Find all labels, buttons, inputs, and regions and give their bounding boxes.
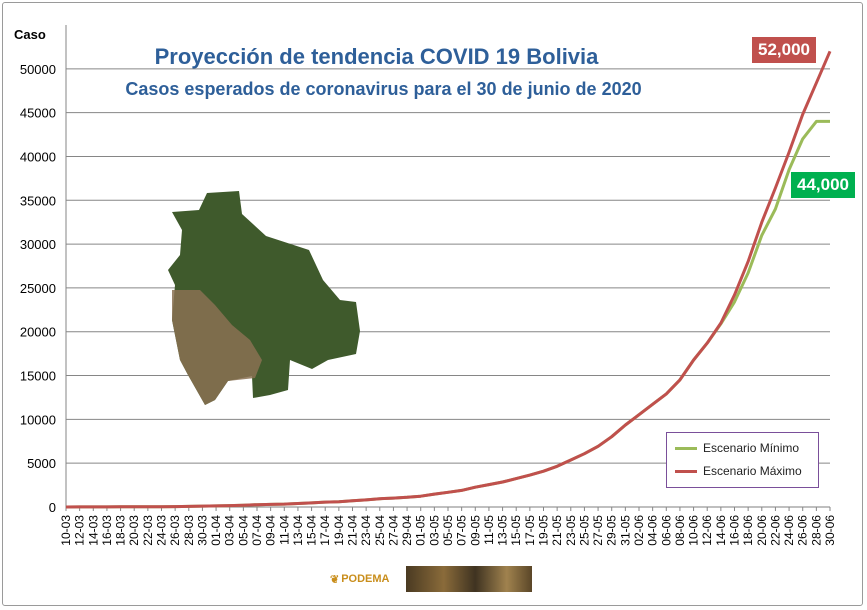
x-tick-labels: 10-03 12-03 14-03 16-03 18-03 20-03 22-03 24-03… xyxy=(59,515,837,546)
x-tick-label: 31-05 xyxy=(618,515,632,546)
y-tick-label: 15000 xyxy=(20,369,56,384)
x-tick-label: 25-05 xyxy=(577,515,591,546)
x-tick-label: 02-06 xyxy=(632,515,646,546)
x-tick-label: 07-05 xyxy=(455,515,469,546)
bolivia-altiplano-shape xyxy=(172,290,262,405)
footer-photo xyxy=(406,566,532,592)
legend-label-max: Escenario Máximo xyxy=(703,464,802,478)
x-tick-label: 26-03 xyxy=(168,515,182,546)
x-tick-label: 01-05 xyxy=(414,515,428,546)
legend-swatch-max xyxy=(675,469,697,473)
x-tick-label: 20-06 xyxy=(755,515,769,546)
x-tick-label: 24-03 xyxy=(155,515,169,546)
y-tick-label: 45000 xyxy=(20,106,56,121)
x-tick-label: 17-04 xyxy=(318,515,332,546)
x-tick-label: 10-06 xyxy=(687,515,701,546)
x-tick-label: 28-06 xyxy=(809,515,823,546)
y-tick-label: 30000 xyxy=(20,237,56,252)
x-tick-label: 27-05 xyxy=(591,515,605,546)
y-tick-label: 25000 xyxy=(20,281,56,296)
x-tick-label: 13-04 xyxy=(291,515,305,546)
max-value-badge: 52,000 xyxy=(752,37,816,63)
y-tick-label: 10000 xyxy=(20,412,56,427)
x-tick-label: 23-04 xyxy=(359,515,373,546)
series-line-max xyxy=(65,50,832,509)
x-tick-label: 19-04 xyxy=(332,515,346,546)
x-tick-label: 22-06 xyxy=(768,515,782,546)
x-tick-label: 14-06 xyxy=(714,515,728,546)
podema-leaf-icon: ❦ xyxy=(330,573,340,586)
chart-subtitle: Casos esperados de coronavirus para el 3… xyxy=(125,79,642,99)
legend: Escenario Mínimo Escenario Máximo xyxy=(666,432,819,488)
x-tick-label: 10-03 xyxy=(59,515,73,546)
x-tick-label: 05-05 xyxy=(441,515,455,546)
x-tick-label: 26-06 xyxy=(796,515,810,546)
podema-logo-text: PODEMA xyxy=(341,573,390,585)
x-tick-label: 25-04 xyxy=(373,515,387,546)
x-tick-label: 12-06 xyxy=(700,515,714,546)
y-tick-label: 5000 xyxy=(27,456,56,471)
bolivia-map-image xyxy=(168,191,360,405)
x-tick-label: 09-04 xyxy=(264,515,278,546)
grid xyxy=(65,25,831,511)
x-tick-label: 16-06 xyxy=(728,515,742,546)
x-tick-label: 23-05 xyxy=(564,515,578,546)
y-axis-label: Caso xyxy=(14,27,46,42)
x-tick-label: 30-03 xyxy=(195,515,209,546)
y-tick-label: 50000 xyxy=(20,62,56,77)
legend-item-max: Escenario Máximo xyxy=(675,464,802,478)
series-lines xyxy=(65,50,832,509)
legend-label-min: Escenario Mínimo xyxy=(703,441,800,455)
y-tick-label: 0 xyxy=(49,500,56,515)
x-tick-label: 07-04 xyxy=(250,515,264,546)
x-tick-label: 22-03 xyxy=(141,515,155,546)
x-tick-label: 21-05 xyxy=(550,515,564,546)
x-tick-label: 30-06 xyxy=(823,515,837,546)
legend-swatch-min xyxy=(675,446,697,450)
y-tick-label: 35000 xyxy=(20,193,56,208)
x-tick-label: 18-03 xyxy=(114,515,128,546)
x-tick-label: 18-06 xyxy=(741,515,755,546)
x-tick-label: 15-04 xyxy=(305,515,319,546)
x-tick-label: 14-03 xyxy=(86,515,100,546)
y-tick-labels: 0 5000 10000 15000 20000 25000 30000 35000 40000… xyxy=(20,62,56,515)
x-tick-label: 11-05 xyxy=(482,515,496,545)
x-tick-label: 29-04 xyxy=(400,515,414,546)
podema-logo: ❦ PODEMA xyxy=(330,568,402,590)
x-tick-label: 21-04 xyxy=(346,515,360,546)
x-tick-label: 06-06 xyxy=(659,515,673,546)
x-tick-label: 09-05 xyxy=(468,515,482,546)
min-value-badge: 44,000 xyxy=(791,172,855,198)
x-tick-label: 20-03 xyxy=(127,515,141,546)
y-tick-label: 40000 xyxy=(20,149,56,164)
x-tick-label: 15-05 xyxy=(509,515,523,546)
x-tick-label: 19-05 xyxy=(537,515,551,546)
x-tick-label: 12-03 xyxy=(73,515,87,546)
x-tick-label: 03-05 xyxy=(427,515,441,546)
x-tick-label: 03-04 xyxy=(223,515,237,546)
x-tick-label: 29-05 xyxy=(605,515,619,546)
x-tick-label: 16-03 xyxy=(100,515,114,546)
x-tick-label: 04-06 xyxy=(646,515,660,546)
x-tick-label: 27-04 xyxy=(386,515,400,546)
x-tick-label: 17-05 xyxy=(523,515,537,546)
x-tick-label: 08-06 xyxy=(673,515,687,546)
x-tick-label: 11-04 xyxy=(277,515,291,545)
x-tick-label: 05-04 xyxy=(236,515,250,546)
x-tick-label: 13-05 xyxy=(496,515,510,546)
x-tick-label: 28-03 xyxy=(182,515,196,546)
chart-title: Proyección de tendencia COVID 19 Bolivia xyxy=(154,44,599,69)
legend-item-min: Escenario Mínimo xyxy=(675,441,799,455)
y-tick-label: 20000 xyxy=(20,325,56,340)
x-tick-label: 24-06 xyxy=(782,515,796,546)
x-tick-label: 01-04 xyxy=(209,515,223,546)
